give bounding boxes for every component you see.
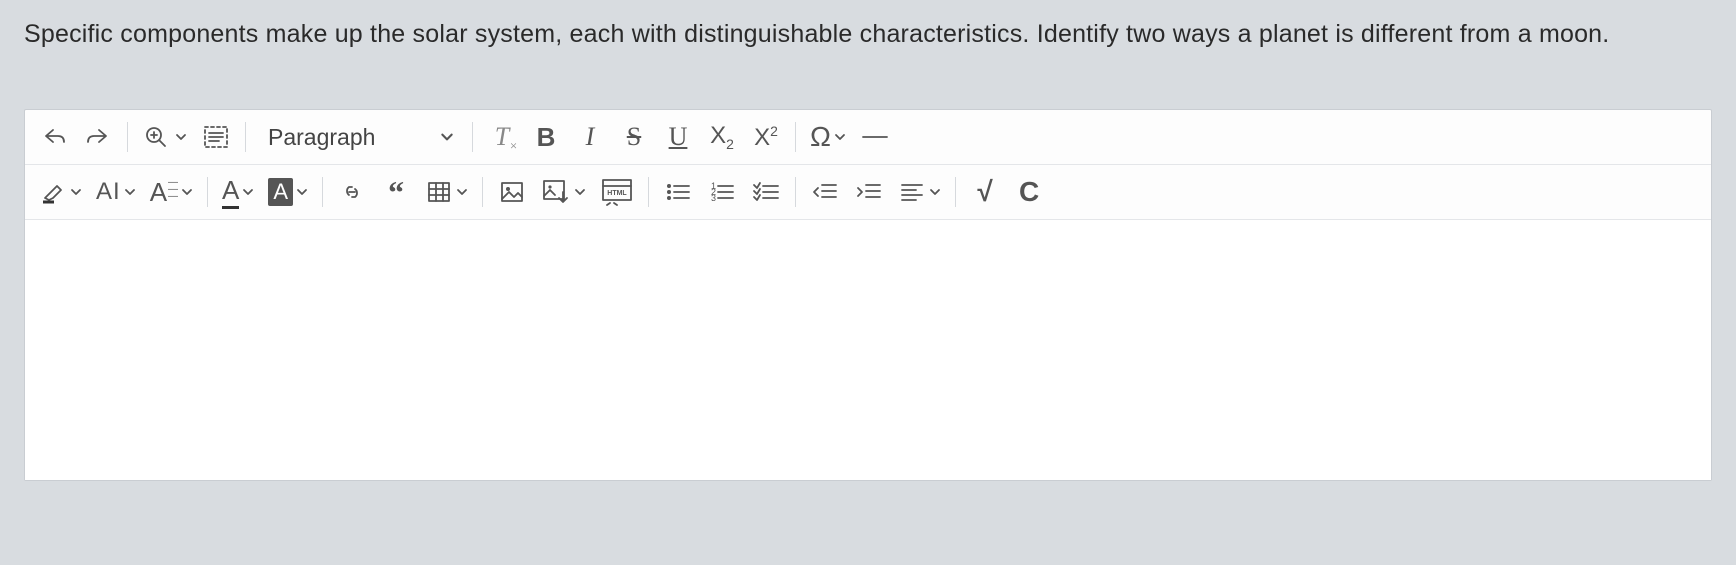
- highlighter-button[interactable]: [33, 171, 88, 213]
- indent-button[interactable]: [848, 171, 890, 213]
- strikethrough-button[interactable]: S: [613, 116, 655, 158]
- format-label: Paragraph: [268, 124, 375, 151]
- bold-button[interactable]: B: [525, 116, 567, 158]
- redo-button[interactable]: [77, 116, 119, 158]
- separator: [795, 122, 796, 152]
- chevron-down-icon: [574, 186, 586, 198]
- subscript-button[interactable]: X2: [701, 116, 743, 158]
- separator: [648, 177, 649, 207]
- question-text: Specific components make up the solar sy…: [24, 20, 1712, 49]
- superscript-button[interactable]: X2: [745, 116, 787, 158]
- rich-text-editor: Paragraph T × B I S U: [24, 109, 1712, 481]
- chevron-down-icon: [440, 130, 454, 144]
- chevron-down-icon: [181, 186, 193, 198]
- separator: [207, 177, 208, 207]
- editor-textarea[interactable]: [25, 220, 1711, 480]
- find-button[interactable]: [136, 116, 193, 158]
- ai-button[interactable]: AI: [90, 171, 142, 213]
- chevron-down-icon: [929, 186, 941, 198]
- chevron-down-icon: [456, 186, 468, 198]
- chevron-down-icon: [296, 186, 308, 198]
- media-button[interactable]: [535, 171, 592, 213]
- chevron-down-icon: [834, 131, 846, 143]
- font-size-button[interactable]: A ———: [144, 171, 199, 213]
- separator: [322, 177, 323, 207]
- horizontal-rule-button[interactable]: [854, 116, 896, 158]
- toolbar-row-1: Paragraph T × B I S U: [25, 110, 1711, 165]
- select-all-button[interactable]: [195, 116, 237, 158]
- toolbar-row-2: AI A ——— A A: [25, 165, 1711, 220]
- chevron-down-icon: [70, 186, 82, 198]
- numbered-list-button[interactable]: 1 2 3: [701, 171, 743, 213]
- clear-formatting-button[interactable]: T ×: [481, 116, 523, 158]
- table-button[interactable]: [419, 171, 474, 213]
- alignment-button[interactable]: [892, 171, 947, 213]
- separator: [955, 177, 956, 207]
- italic-button[interactable]: I: [569, 116, 611, 158]
- equation-button[interactable]: √: [964, 171, 1006, 213]
- link-button[interactable]: [331, 171, 373, 213]
- checklist-button[interactable]: [745, 171, 787, 213]
- highlight-color-button[interactable]: A: [262, 171, 314, 213]
- undo-button[interactable]: [33, 116, 75, 158]
- underline-button[interactable]: U: [657, 116, 699, 158]
- special-character-button[interactable]: Ω: [804, 116, 852, 158]
- bullet-list-button[interactable]: [657, 171, 699, 213]
- image-button[interactable]: [491, 171, 533, 213]
- format-select[interactable]: Paragraph: [254, 116, 464, 158]
- outdent-button[interactable]: [804, 171, 846, 213]
- html-button[interactable]: HTML: [594, 171, 640, 213]
- clear-format-t: T: [495, 122, 509, 151]
- chevron-down-icon: [124, 186, 136, 198]
- chevron-down-icon: [242, 186, 254, 198]
- blockquote-button[interactable]: “: [375, 171, 417, 213]
- separator: [795, 177, 796, 207]
- separator: [127, 122, 128, 152]
- font-color-button[interactable]: A: [216, 171, 260, 213]
- separator: [482, 177, 483, 207]
- svg-text:HTML: HTML: [607, 190, 627, 197]
- separator: [245, 122, 246, 152]
- chevron-down-icon: [175, 131, 187, 143]
- refresh-button[interactable]: C: [1008, 171, 1050, 213]
- svg-text:3: 3: [711, 193, 716, 203]
- separator: [472, 122, 473, 152]
